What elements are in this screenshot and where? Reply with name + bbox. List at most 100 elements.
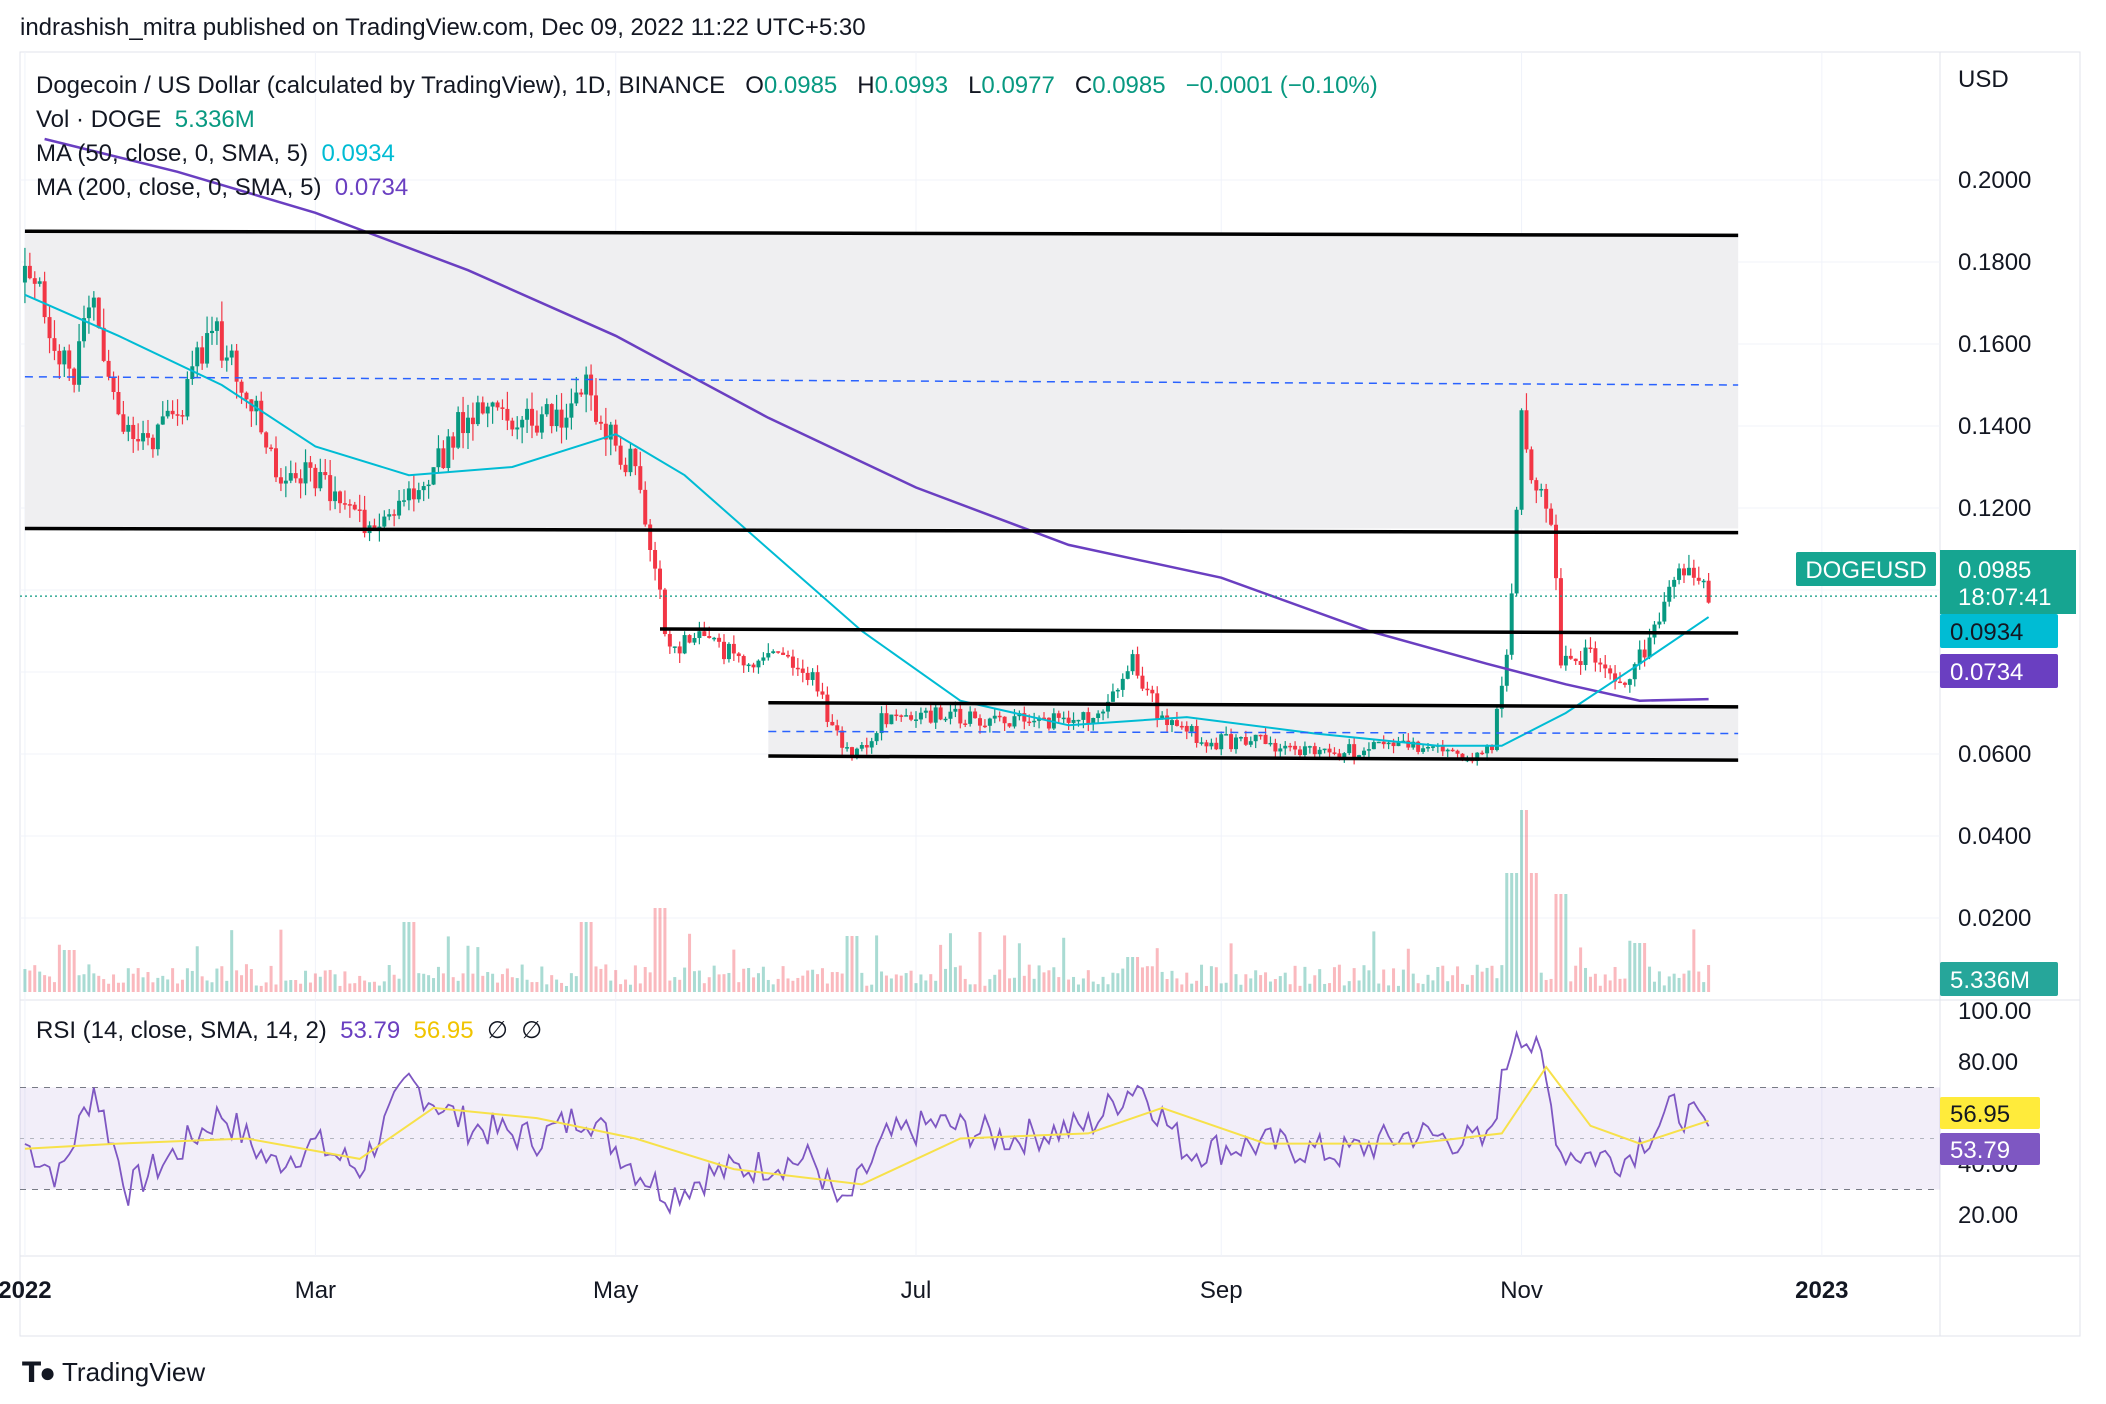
volume-bar xyxy=(776,978,780,992)
candle-body xyxy=(904,715,909,717)
candle-body xyxy=(175,414,180,416)
candle-body xyxy=(968,711,973,724)
candle-body xyxy=(643,489,648,525)
volume-bar xyxy=(1672,973,1676,992)
volume-bar xyxy=(1342,985,1346,992)
candle-body xyxy=(722,641,726,660)
candle-body xyxy=(1007,723,1012,727)
volume-bar xyxy=(77,975,81,992)
candle-body xyxy=(264,432,269,448)
candle-body xyxy=(1593,648,1598,663)
volume-bar xyxy=(279,929,283,992)
volume-bar xyxy=(1401,969,1405,992)
candle-body xyxy=(1485,745,1490,754)
candle-body xyxy=(909,715,914,720)
candle-body xyxy=(928,710,933,723)
candle-body xyxy=(1554,524,1558,579)
candle-body xyxy=(1219,734,1224,750)
candle-body xyxy=(146,433,150,438)
volume-bar xyxy=(407,922,411,992)
volume-bar xyxy=(1126,957,1130,992)
candle-body xyxy=(667,634,672,647)
open-value: 0.0985 xyxy=(763,72,838,99)
candle-body xyxy=(662,589,667,635)
candle-body xyxy=(697,631,702,638)
symbol-legend[interactable]: Dogecoin / US Dollar (calculated by Trad… xyxy=(36,72,1378,100)
volume-bar xyxy=(707,977,711,992)
volume-bar xyxy=(215,968,219,992)
candle-body xyxy=(830,721,835,726)
candle-body xyxy=(1598,662,1603,665)
candle-body xyxy=(1110,691,1115,702)
volume-bar xyxy=(235,970,239,992)
candle-body xyxy=(559,409,564,428)
support-resistance-line xyxy=(24,526,1739,535)
candle-body xyxy=(677,646,682,654)
candle-body xyxy=(1637,649,1642,665)
volume-bar xyxy=(584,922,588,992)
candle-body xyxy=(1691,567,1696,578)
volume-label: Vol · DOGE xyxy=(36,106,162,133)
candle-body xyxy=(1608,668,1613,674)
close-value: 0.0985 xyxy=(1092,72,1166,99)
volume-bar xyxy=(880,971,884,992)
candle-body xyxy=(1125,671,1130,679)
candle-body xyxy=(1322,748,1327,751)
volume-bar xyxy=(1687,970,1691,992)
candle-body xyxy=(1539,488,1544,491)
volume-bar xyxy=(865,985,869,992)
volume-bar xyxy=(988,979,992,992)
volume-bar xyxy=(633,965,637,992)
rsi-badge: 53.79 xyxy=(1950,1137,2010,1164)
volume-bar xyxy=(1682,973,1686,992)
ma200-legend[interactable]: MA (200, close, 0, SMA, 5) 0.0734 xyxy=(36,174,408,202)
volume-bar xyxy=(402,922,406,992)
candle-body xyxy=(1677,568,1682,580)
candle-body xyxy=(1332,752,1337,754)
volume-bar xyxy=(33,965,37,992)
candle-body xyxy=(1622,682,1627,685)
volume-bar xyxy=(97,975,101,992)
candle-body xyxy=(288,473,293,481)
candle-body xyxy=(603,423,608,440)
volume-bar xyxy=(663,908,667,992)
rsi-tick-label: 20.00 xyxy=(1958,1202,2018,1229)
volume-bar xyxy=(1633,943,1637,992)
volume-bar xyxy=(756,973,760,992)
candle-body xyxy=(195,347,200,367)
candle-body xyxy=(1238,737,1243,739)
candle-body xyxy=(1086,712,1091,724)
candle-body xyxy=(1460,753,1465,761)
volume-bar xyxy=(934,980,938,992)
volume-bar xyxy=(801,975,805,992)
volume-legend[interactable]: Vol · DOGE 5.336M xyxy=(36,106,255,134)
candle-body xyxy=(229,350,234,358)
volume-bar xyxy=(638,983,642,992)
candle-body xyxy=(82,318,86,342)
volume-bar xyxy=(446,936,450,992)
candle-body xyxy=(1096,713,1101,718)
volume-bar xyxy=(1707,964,1711,992)
ma50-legend[interactable]: MA (50, close, 0, SMA, 5) 0.0934 xyxy=(36,140,395,168)
candle-body xyxy=(205,333,210,364)
time-tick-label: May xyxy=(593,1277,638,1304)
volume-bar xyxy=(269,965,273,992)
tradingview-brand[interactable]: 𝗧● TradingView xyxy=(22,1356,205,1389)
candle-body xyxy=(1357,755,1362,759)
rsi-legend[interactable]: RSI (14, close, SMA, 14, 2) 53.79 56.95 … xyxy=(36,1016,542,1045)
candle-body xyxy=(466,417,470,434)
volume-bar xyxy=(491,973,495,992)
candle-body xyxy=(1278,748,1283,752)
volume-bar xyxy=(619,984,623,992)
volume-bar xyxy=(1003,935,1007,992)
candle-body xyxy=(771,651,776,654)
volume-bar xyxy=(983,985,987,992)
volume-bar xyxy=(43,975,47,992)
candle-body xyxy=(224,357,229,361)
volume-bar xyxy=(1357,980,1361,992)
volume-bar xyxy=(225,980,229,992)
volume-bar xyxy=(274,984,278,992)
volume-bar xyxy=(574,976,578,992)
